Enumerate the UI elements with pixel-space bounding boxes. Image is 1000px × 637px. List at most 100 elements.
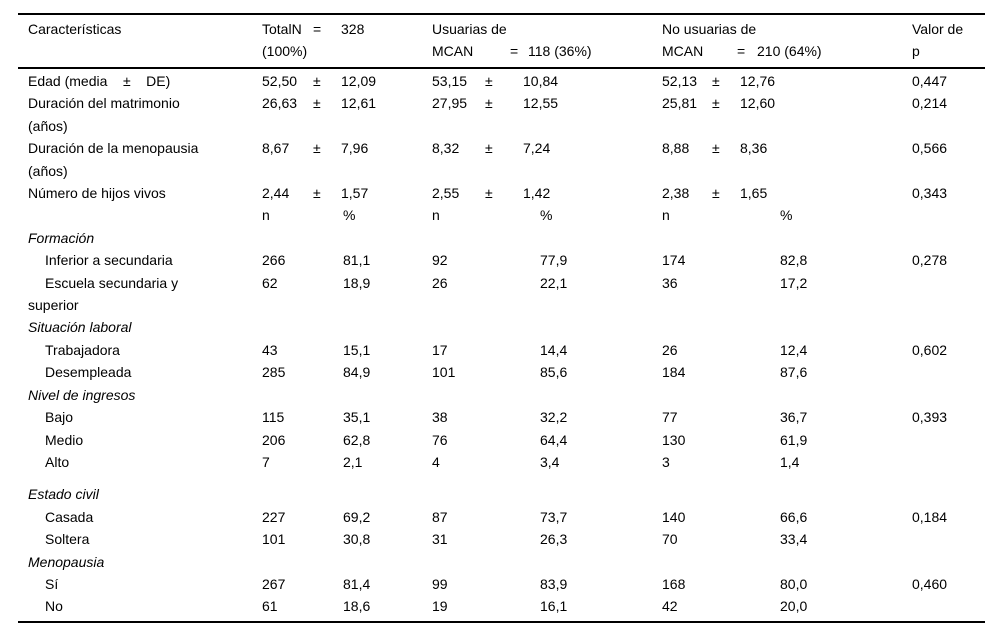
header-total-line2: (100%) — [262, 42, 308, 59]
cell-nonusers: 168 80,0 — [662, 575, 808, 592]
header-pvalue-line2: p — [912, 42, 920, 59]
header-nonusers-line2: MCAN = 210 (64%) — [662, 41, 912, 63]
row-label: Duración de la menopausia — [28, 140, 199, 157]
cell-users: 31 26,3 — [432, 531, 568, 548]
table-row-menopausia-duracion: Duración de la menopausia (años) 8,67 ±7,9… — [18, 137, 985, 182]
header-total-label: TotalN — [262, 21, 302, 37]
cell-users: 19 16,1 — [432, 598, 568, 615]
header-pvalue-line1: Valor de — [912, 21, 964, 37]
header-characteristics-label: Características — [28, 21, 122, 37]
table-row-soltera: Soltera 101 30,8 31 26,3 70 33,4 — [18, 528, 985, 550]
table-row-medio: Medio 206 62,8 76 64,4 130 61,9 — [18, 429, 985, 451]
cell-users: 38 32,2 — [432, 409, 568, 426]
table-row-n-pct-subheader: n% n% n% — [18, 204, 985, 226]
cell-nonusers: 70 33,4 — [662, 531, 808, 548]
header-characteristics: Características — [18, 19, 262, 41]
section-label: Nivel de ingresos — [28, 386, 136, 403]
header-users-n: 118 (36%) — [528, 42, 592, 59]
cell-users: 4 3,4 — [432, 453, 560, 470]
cell-total: 115 35,1 — [262, 409, 371, 426]
section-nivel-ingresos: Nivel de ingresos — [18, 384, 985, 406]
cell-pvalue: 0,214 — [912, 95, 948, 112]
cell-nonusers: 140 66,6 — [662, 508, 808, 525]
cell-total: 267 81,4 — [262, 575, 371, 592]
cell-total: 266 81,1 — [262, 252, 371, 269]
cell-pvalue: 0,343 — [912, 185, 948, 202]
table-row-bajo: Bajo 115 35,1 38 32,2 77 36,7 0,393 — [18, 406, 985, 428]
cell-nonusers: 77 36,7 — [662, 409, 808, 426]
cell-total: 227 69,2 — [262, 508, 371, 525]
table-row-escuela-secundaria: Escuela secundaria y superior 62 18,9 26 22… — [18, 272, 985, 317]
header-row-2: (100%) MCAN = 118 (36%) MCAN = 210 (64%) p — [18, 41, 985, 63]
header-total-eq: = — [313, 21, 322, 37]
table-row-alto: Alto 7 2,1 4 3,4 3 1,4 — [18, 451, 985, 473]
table-row-casada: Casada 227 69,2 87 73,7 140 66,6 0,184 — [18, 506, 985, 528]
cell-pvalue: 0,447 — [912, 73, 948, 89]
cell-users: 53,15 ±10,84 — [432, 73, 559, 89]
header-total: TotalN = 328 — [262, 19, 432, 41]
characteristics-table: Características TotalN = 328 Usuarias de N… — [18, 13, 985, 623]
section-label: Menopausia — [28, 553, 105, 570]
header-nonusers-eq: = — [737, 42, 746, 59]
row-label: Trabajadora — [45, 341, 120, 358]
table-body: Edad (media ± DE) 52,50 ±12,09 53,15 ±10,8… — [18, 69, 985, 621]
cell-nonusers: 130 61,9 — [662, 431, 808, 448]
header-row-1: Características TotalN = 328 Usuarias de N… — [18, 19, 985, 41]
header-users-label: Usuarias de — [432, 21, 507, 37]
cell-users: 2,55 ±1,42 — [432, 185, 551, 202]
cell-nonusers: 52,13 ±12,76 — [662, 73, 776, 89]
cell-nonusers: 174 82,8 — [662, 252, 808, 269]
cell-pvalue: 0,278 — [912, 252, 948, 269]
table-row-no: No 61 18,6 19 16,1 42 20,0 — [18, 595, 985, 617]
row-label: Inferior a secundaria — [45, 252, 173, 269]
cell-total: 101 30,8 — [262, 531, 371, 548]
cell-nonusers: n% — [662, 207, 793, 224]
section-label: Formación — [28, 229, 95, 246]
cell-nonusers: 184 87,6 — [662, 364, 808, 381]
section-menopausia: Menopausia — [18, 551, 985, 573]
table-row-hijos: Número de hijos vivos 2,44 ±1,57 2,55 ±1,4… — [18, 182, 985, 204]
cell-total: 62 18,9 — [262, 274, 371, 291]
cell-total: 43 15,1 — [262, 341, 371, 358]
cell-total: 61 18,6 — [262, 598, 371, 615]
header-users-line1: Usuarias de — [432, 19, 662, 41]
cell-users: 27,95 ±12,55 — [432, 95, 559, 112]
row-label: Escuela secundaria y — [45, 274, 179, 291]
row-label: Casada — [45, 508, 94, 525]
cell-pvalue: 0,602 — [912, 341, 948, 358]
cell-total: 8,67 ±7,96 — [262, 140, 369, 157]
table-row-trabajadora: Trabajadora 43 15,1 17 14,4 26 12,4 0,602 — [18, 339, 985, 361]
cell-users: 99 83,9 — [432, 575, 568, 592]
header-total-n: 328 — [341, 21, 365, 37]
section-formacion: Formación — [18, 227, 985, 249]
table-row-matrimonio: Duración del matrimonio (años) 26,63 ±12,6… — [18, 92, 985, 137]
cell-users: 101 85,6 — [432, 364, 568, 381]
cell-users: 8,32 ±7,24 — [432, 140, 551, 157]
cell-total: 26,63 ±12,61 — [262, 95, 377, 112]
cell-total: 2,44 ±1,57 — [262, 185, 369, 202]
row-label: Desempleada — [45, 364, 132, 381]
cell-total: 285 84,9 — [262, 364, 371, 381]
cell-total: 206 62,8 — [262, 431, 371, 448]
row-label: Número de hijos vivos — [28, 185, 166, 202]
table-header: Características TotalN = 328 Usuarias de N… — [18, 15, 985, 69]
row-label: No — [45, 598, 63, 615]
table-row-inferior-secundaria: Inferior a secundaria 266 81,1 92 77,9 174… — [18, 249, 985, 271]
cell-nonusers: 36 17,2 — [662, 274, 808, 291]
cell-nonusers: 25,81 ±12,60 — [662, 95, 776, 112]
header-users-line2: MCAN = 118 (36%) — [432, 41, 662, 63]
table-row-edad: Edad (media ± DE) 52,50 ±12,09 53,15 ±10,8… — [18, 70, 985, 92]
cell-users: 92 77,9 — [432, 252, 568, 269]
section-label: Estado civil — [28, 486, 99, 503]
row-label: Duración del matrimonio — [28, 95, 180, 112]
cell-pvalue: 0,184 — [912, 508, 948, 525]
cell-users: 76 64,4 — [432, 431, 568, 448]
row-label: Medio — [45, 431, 84, 448]
cell-nonusers: 3 1,4 — [662, 453, 800, 470]
row-label: Soltera — [45, 531, 90, 548]
cell-users: 26 22,1 — [432, 274, 568, 291]
cell-nonusers: 42 20,0 — [662, 598, 808, 615]
cell-pvalue: 0,460 — [912, 575, 948, 592]
header-nonusers-n: 210 (64%) — [757, 42, 822, 59]
cell-total: 52,50 ±12,09 — [262, 73, 377, 89]
